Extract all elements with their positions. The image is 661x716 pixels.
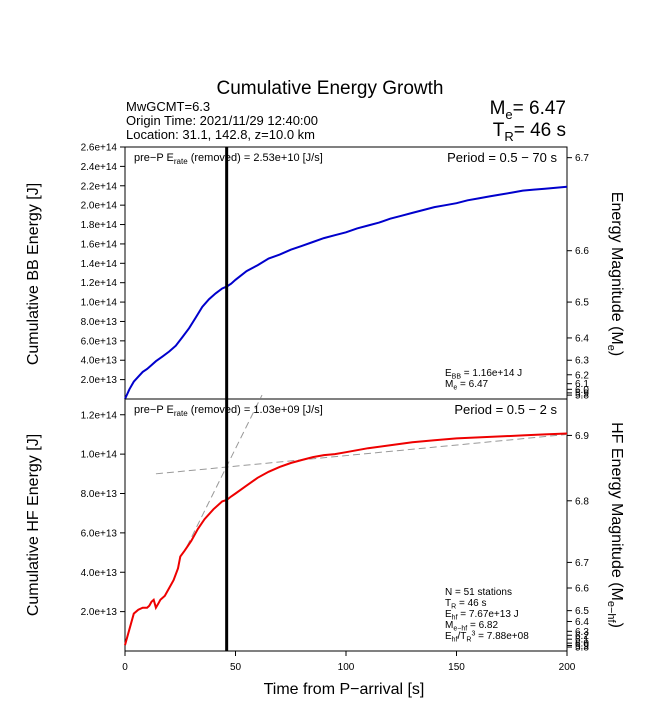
hf-note: N = 51 stations — [445, 587, 512, 598]
hf-y2-tick-label: 6.5 — [575, 606, 589, 617]
hf-y2-tick-label: 5.9 — [575, 641, 589, 652]
bb-energy-panel: 2.0e+13 4.0e+13 6.0e+13 8.0e+13 1.0e+14 1.2e+… — [25, 143, 625, 402]
hf-y2-ticks: 6.9 6.8 6.7 6.6 6.56.46.36.26.16.05.95.8 — [567, 431, 589, 654]
hf-y-tick-label: 8.0e+13 — [81, 489, 118, 500]
bb-y-ticks: 2.0e+13 4.0e+13 6.0e+13 8.0e+13 1.0e+14 1.2e+… — [81, 143, 125, 386]
hf-energy-line — [124, 432, 568, 646]
hf-y-axis-label: Cumulative HF Energy [J] — [25, 434, 42, 616]
bb-y-tick-label: 2.4e+14 — [81, 162, 118, 173]
bb-y2-tick-label: 6.5 — [575, 298, 589, 309]
bb-y-tick-label: 1.2e+14 — [81, 278, 118, 289]
bb-energy-line — [124, 185, 568, 400]
hf-fit-line — [186, 394, 263, 547]
bb-notes: EBB = 1.16e+14 JMe = 6.47 — [445, 368, 522, 392]
bb-y2-tick-label: 5.9 — [575, 388, 589, 399]
hf-y2-tick-label: 6.9 — [575, 431, 589, 442]
bb-y2-tick-label: 6.4 — [575, 333, 589, 344]
bb-y-tick-label: 2.6e+14 — [81, 143, 118, 154]
x-axis-label: Time from P−arrival [s] — [264, 681, 425, 698]
hf-note: Ehf = 7.67e+13 J — [445, 609, 519, 622]
x-tick-label: 50 — [230, 662, 242, 673]
hf-y2-tick-label: 6.6 — [575, 584, 589, 595]
hf-period: Period = 0.5 − 2 s — [454, 402, 557, 417]
bb-y-axis-label: Cumulative BB Energy [J] — [25, 183, 42, 365]
bb-note: Me = 6.47 — [445, 379, 489, 392]
bb-y-tick-label: 2.0e+13 — [81, 375, 118, 386]
event-location: Location: 31.1, 142.8, z=10.0 km — [126, 127, 315, 142]
hf-y2-tick-label: 6.7 — [575, 558, 589, 569]
hf-fit-lines — [155, 394, 568, 547]
bb-y-tick-label: 2.2e+14 — [81, 181, 118, 192]
x-tick-label: 150 — [448, 662, 465, 673]
bb-y-tick-label: 8.0e+13 — [81, 317, 118, 328]
bb-y2-tick-label: 6.1 — [575, 379, 589, 390]
summary-me: Me= 6.47 — [490, 98, 566, 122]
bb-y-tick-label: 1.4e+14 — [81, 259, 118, 270]
event-magnitude: MwGCMT=6.3 — [126, 99, 210, 114]
hf-y2-tick-label: 6.3 — [575, 627, 589, 638]
origin-time: Origin Time: 2021/11/29 12:40:00 — [126, 113, 318, 128]
bb-y2-tick-label: 6.3 — [575, 356, 589, 367]
hf-y2-tick-label: 5.8 — [575, 643, 589, 654]
summary-tr: TR= 46 s — [493, 120, 566, 144]
hf-y2-axis-label: HF Energy Magnitude (Me−hf) — [605, 422, 625, 628]
x-tick-label: 200 — [559, 662, 576, 673]
bb-y-tick-label: 4.0e+13 — [81, 356, 118, 367]
bb-y2-tick-label: 6.7 — [575, 153, 589, 164]
bb-y2-tick-label: 5.8 — [575, 391, 589, 402]
hf-y-tick-label: 1.2e+14 — [81, 410, 118, 421]
bb-y2-tick-label: 6.6 — [575, 246, 589, 257]
bb-y2-tick-label: 6.0 — [575, 385, 589, 396]
hf-y2-tick-label: 6.4 — [575, 617, 589, 628]
bb-y-tick-label: 6.0e+13 — [81, 336, 118, 347]
bb-y-tick-label: 1.0e+14 — [81, 298, 118, 309]
bb-y2-axis-label: Energy Magnitude (Me) — [605, 192, 625, 356]
hf-note: Ehf/TR3 = 7.88e+08 — [445, 631, 529, 644]
hf-fit-line — [155, 433, 568, 475]
hf-y2-tick-label: 6.1 — [575, 635, 589, 646]
hf-y-ticks: 2.0e+13 4.0e+13 6.0e+13 8.0e+13 1.0e+14 1.2e+… — [81, 410, 125, 618]
bb-y2-tick-label: 6.2 — [575, 370, 589, 381]
hf-y-tick-label: 2.0e+13 — [81, 607, 118, 618]
x-tick-label: 100 — [338, 662, 355, 673]
bb-y2-ticks: 6.7 6.6 6.5 6.4 6.3 6.26.16.05.95.8 — [567, 153, 589, 402]
bb-y-tick-label: 1.8e+14 — [81, 220, 118, 231]
hf-y2-tick-label: 6.0 — [575, 639, 589, 650]
hf-note: TR = 46 s — [445, 598, 486, 611]
bb-period: Period = 0.5 − 70 s — [447, 150, 557, 165]
hf-energy-panel: 2.0e+13 4.0e+13 6.0e+13 8.0e+13 1.0e+14 1.2e+… — [25, 394, 625, 654]
hf-prep-label: pre−P Erate (removed) = 1.03e+09 [J/s] — [134, 404, 323, 418]
x-axis: 0 50 100 150 200 — [122, 651, 576, 673]
hf-y2-tick-label: 6.2 — [575, 631, 589, 642]
bb-panel-frame — [124, 146, 568, 400]
hf-y-tick-label: 4.0e+13 — [81, 568, 118, 579]
hf-y2-tick-label: 6.8 — [575, 496, 589, 507]
hf-y-tick-label: 6.0e+13 — [81, 528, 118, 539]
bb-prep-label: pre−P Erate (removed) = 2.53e+10 [J/s] — [134, 152, 323, 166]
hf-note: Me−hf = 6.82 — [445, 620, 498, 633]
chart-title: Cumulative Energy Growth — [216, 78, 443, 99]
hf-y-tick-label: 1.0e+14 — [81, 450, 118, 461]
bb-y-tick-label: 1.6e+14 — [81, 239, 118, 250]
x-tick-label: 0 — [122, 662, 128, 673]
bb-y-tick-label: 2.0e+14 — [81, 201, 118, 212]
bb-note: EBB = 1.16e+14 J — [445, 368, 522, 381]
